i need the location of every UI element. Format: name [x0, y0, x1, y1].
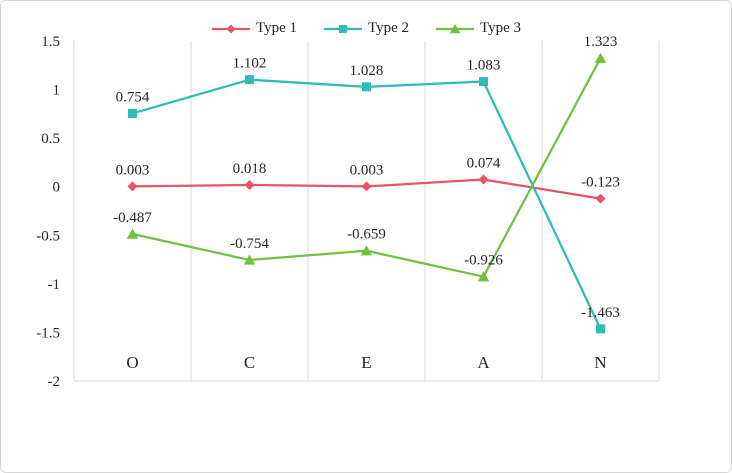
legend-item-type-1: Type 1	[211, 20, 297, 37]
type-1-line-diamond-icon	[211, 24, 250, 33]
legend-label-type-3: Type 3	[480, 20, 522, 36]
legend-item-type-3: Type 3	[435, 20, 521, 37]
marker-square-type-2	[128, 108, 137, 118]
y-tick-label: 0.5	[41, 131, 60, 147]
y-tick-label: -1	[48, 277, 61, 293]
legend-marker-triangle	[449, 23, 461, 33]
y-tick-label: 0	[53, 180, 61, 196]
marker-diamond-type-1	[244, 179, 255, 190]
data-label-type-3: -0.754	[230, 236, 269, 252]
marker-triangle-type-3	[360, 245, 373, 256]
chart-legend: Type 1 Type 2 Type 3	[1, 20, 731, 37]
data-label-type-2: 1.028	[350, 63, 384, 79]
x-category-label: C	[244, 353, 255, 372]
y-tick-label: -1.5	[36, 325, 60, 341]
legend-marker-square	[338, 24, 347, 33]
y-tick-label: 1.5	[41, 34, 60, 50]
marker-diamond-type-1	[478, 174, 489, 185]
type-3-line-triangle-icon	[436, 23, 475, 33]
data-label-type-3: -0.926	[464, 253, 503, 269]
x-category-label: A	[477, 353, 490, 372]
marker-triangle-type-3	[243, 254, 256, 265]
marker-triangle-type-3	[126, 228, 139, 239]
marker-triangle-type-3	[477, 271, 490, 282]
legend-marker-diamond	[226, 24, 236, 33]
data-label-type-2: 1.083	[467, 58, 501, 74]
data-label-type-1: 0.003	[116, 162, 150, 178]
data-label-type-3: 1.323	[584, 34, 618, 50]
series-line-type-2	[132, 78, 602, 330]
data-label-type-1: 0.074	[467, 156, 501, 172]
data-label-type-2: -1.463	[581, 305, 620, 321]
legend-label-type-2: Type 2	[367, 20, 410, 36]
x-category-label: E	[361, 353, 371, 372]
data-label-type-1: -0.123	[581, 175, 620, 191]
data-label-type-2: 1.102	[233, 56, 267, 72]
marker-triangle-type-3	[594, 52, 607, 63]
data-label-type-3: -0.487	[113, 210, 152, 226]
legend-item-type-2: Type 2	[323, 20, 409, 37]
y-tick-label: -2	[48, 374, 61, 390]
data-label-type-2: 0.754	[116, 89, 150, 105]
x-category-label: N	[594, 353, 606, 372]
legend-label-type-1: Type 1	[255, 20, 297, 36]
data-label-type-1: 0.003	[350, 162, 384, 178]
y-tick-label: 1	[53, 83, 61, 99]
marker-square-type-2	[479, 77, 488, 87]
marker-diamond-type-1	[127, 181, 138, 192]
y-tick-label: -0.5	[36, 228, 60, 244]
marker-square-type-2	[596, 324, 605, 334]
data-label-type-1: 0.018	[233, 161, 267, 177]
data-label-type-3: -0.659	[347, 227, 386, 243]
type-2-line-square-icon	[323, 24, 362, 33]
marker-square-type-2	[362, 82, 371, 92]
x-category-label: O	[126, 353, 138, 372]
marker-diamond-type-1	[361, 181, 372, 192]
marker-square-type-2	[245, 75, 254, 85]
marker-diamond-type-1	[595, 193, 606, 204]
